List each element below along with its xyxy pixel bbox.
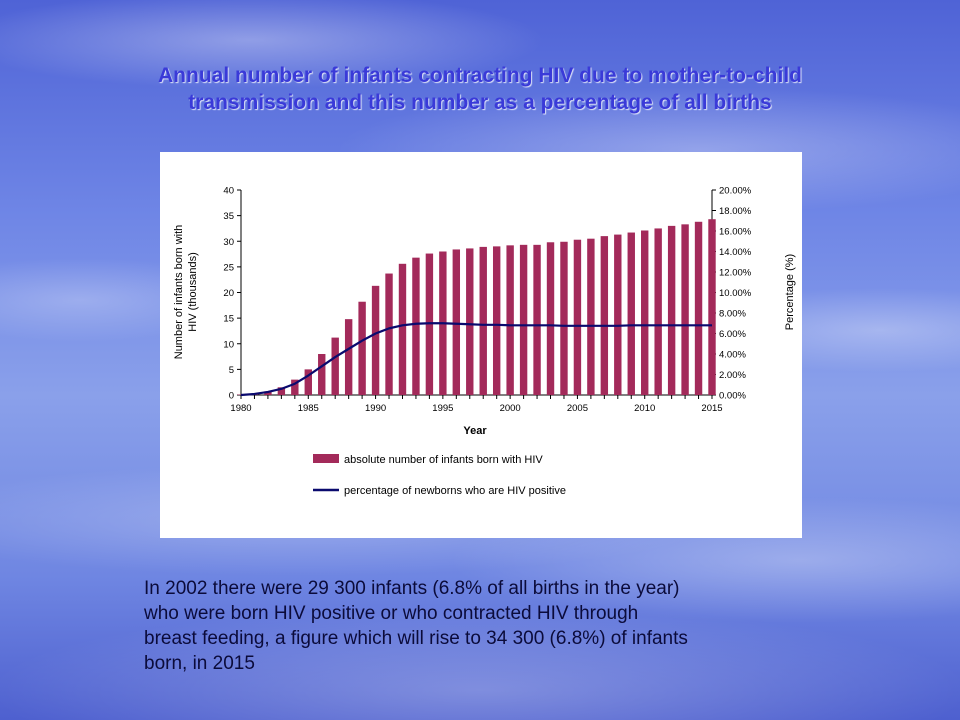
x-tick-label: 2000 <box>500 403 521 414</box>
y-tick-label: 35 <box>223 211 234 222</box>
bar <box>492 246 501 395</box>
slide-caption: In 2002 there were 29 300 infants (6.8% … <box>144 576 844 676</box>
bar <box>277 387 286 395</box>
legend-swatch-bars <box>313 454 339 463</box>
bar <box>600 236 609 395</box>
bar <box>573 239 582 395</box>
x-tick-label: 1990 <box>365 403 386 414</box>
bar <box>681 224 689 395</box>
bar <box>708 219 716 395</box>
bar <box>627 232 635 395</box>
bar <box>318 354 326 395</box>
bar <box>412 257 420 395</box>
bar <box>398 263 407 395</box>
caption-line-3: breast feeding, a figure which will rise… <box>144 628 688 649</box>
slide-title-line-1: Annual number of infants contracting HIV… <box>158 64 802 87</box>
y-axis-title-line-1: Number of infants born with <box>173 225 185 360</box>
y-tick-label: 30 <box>223 237 234 248</box>
caption-line-1: In 2002 there were 29 300 infants (6.8% … <box>144 578 680 599</box>
y2-tick-label: 4.00% <box>719 350 746 361</box>
y-tick-label: 10 <box>223 339 234 350</box>
y2-tick-label: 16.00% <box>719 227 752 238</box>
x-tick-label: 1985 <box>298 403 319 414</box>
x-axis-title: Year <box>463 425 487 437</box>
bar <box>479 246 487 395</box>
x-tick-label: 1995 <box>432 403 453 414</box>
y-tick-label: 20 <box>223 288 234 299</box>
y-tick-label: 5 <box>229 365 234 376</box>
y-tick-label: 40 <box>223 186 234 197</box>
bar <box>331 337 339 395</box>
y2-tick-label: 10.00% <box>719 288 752 299</box>
bar <box>641 230 649 395</box>
percentage-line <box>240 322 712 397</box>
x-tick-label: 2005 <box>567 403 588 414</box>
bar <box>344 319 353 395</box>
y2-tick-label: 2.00% <box>719 370 746 381</box>
y-tick-label: 0 <box>229 391 234 402</box>
bar <box>533 244 541 395</box>
bar <box>667 225 676 395</box>
y2-tick-label: 12.00% <box>719 268 752 279</box>
y2-tick-label: 14.00% <box>719 247 752 258</box>
bar <box>587 238 595 395</box>
x-tick-label: 1980 <box>230 403 251 414</box>
caption-line-2: who were born HIV positive or who contra… <box>144 603 639 624</box>
bar <box>304 369 312 395</box>
bar <box>291 379 299 395</box>
bar <box>546 242 555 395</box>
bar <box>264 391 272 395</box>
slide-title-line-2: transmission and this number as a percen… <box>188 91 772 114</box>
y2-tick-label: 20.00% <box>719 186 752 197</box>
caption-line-4: born, in 2015 <box>144 653 255 674</box>
bar <box>371 285 380 395</box>
y-tick-label: 25 <box>223 262 234 273</box>
x-tick-label: 2010 <box>634 403 655 414</box>
bar <box>385 273 393 395</box>
y2-tick-label: 8.00% <box>719 309 746 320</box>
bar <box>560 241 568 395</box>
y-tick-label: 15 <box>223 314 234 325</box>
combo-chart: 0 5 10 15 20 25 30 35 40 0.00% 2.00% 4.00% 6.00% 8.00… <box>173 186 796 498</box>
y-axis-title-line-2: HIV (thousands) <box>187 252 199 331</box>
y2-tick-label: 18.00% <box>719 206 752 217</box>
y2-tick-label: 0.00% <box>719 391 746 402</box>
y2-axis-title: Percentage (%) <box>784 254 796 330</box>
bar <box>519 244 528 395</box>
bar <box>466 248 474 395</box>
bar <box>614 234 622 395</box>
y2-tick-label: 6.00% <box>719 329 746 340</box>
bar <box>358 301 366 395</box>
bar <box>452 249 461 395</box>
bar <box>694 221 703 395</box>
bar <box>506 245 514 395</box>
chart-panel: 0 5 10 15 20 25 30 35 40 0.00% 2.00% 4.00% 6.00% 8.00… <box>160 152 802 538</box>
legend-label-bars: absolute number of infants born with HIV <box>344 454 543 466</box>
legend-label-line: percentage of newborns who are HIV posit… <box>344 485 566 497</box>
slide-title: Annual number of infants contracting HIV… <box>0 62 960 116</box>
bar <box>654 228 662 395</box>
x-tick-label: 2015 <box>701 403 722 414</box>
